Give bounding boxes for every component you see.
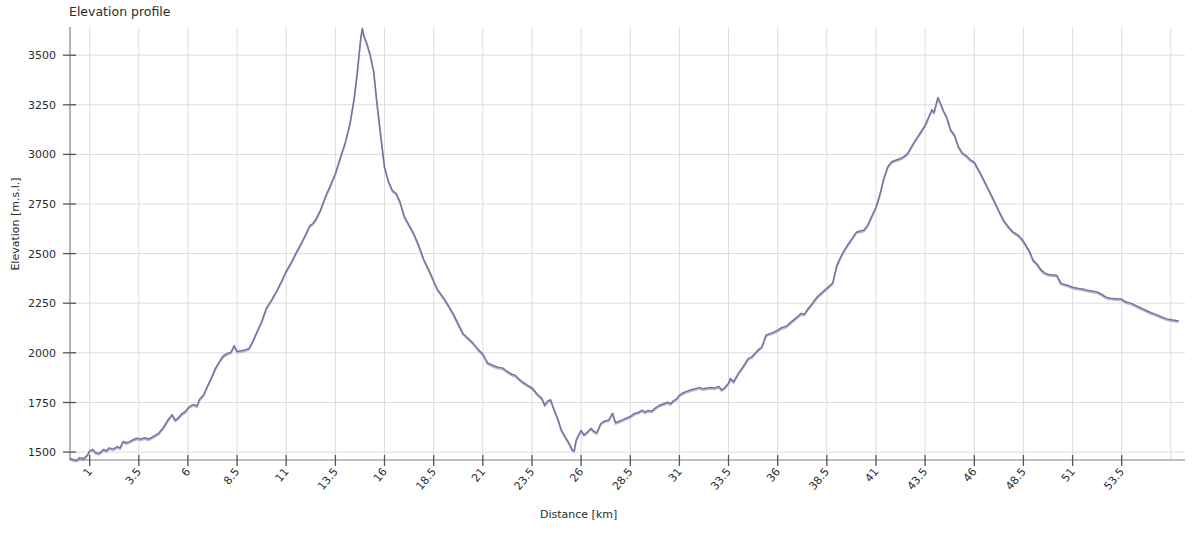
x-tick-label: 46: [961, 466, 980, 485]
x-tick-label: 1: [81, 466, 95, 480]
y-tick-label: 3000: [28, 148, 56, 161]
elevation-profile-chart: Elevation profile Elevation [m.s.l.] Dis…: [0, 0, 1200, 550]
y-tick-label: 2750: [28, 198, 56, 211]
y-tick-label: 1750: [28, 397, 56, 410]
elevation-chart-svg: 13.568.51113.51618.52123.52628.53133.536…: [0, 0, 1200, 550]
x-tick-label: 23.5: [512, 466, 538, 493]
x-tick-label: 48.5: [1003, 466, 1029, 493]
x-tick-label: 28.5: [610, 466, 636, 493]
elevation-line: [70, 28, 1179, 460]
y-tick-label: 1500: [28, 446, 56, 459]
y-tick-label: 2500: [28, 248, 56, 261]
y-tick-label: 2250: [28, 297, 56, 310]
elevation-line-highlight: [70, 30, 1179, 462]
x-tick-label: 31: [666, 466, 685, 485]
x-tick-label: 16: [371, 466, 390, 485]
y-tick-label: 3250: [28, 99, 56, 112]
x-tick-label: 3.5: [123, 466, 144, 488]
x-tick-label: 53.5: [1101, 466, 1127, 493]
x-tick-label: 8.5: [221, 466, 242, 488]
x-tick-label: 6: [179, 466, 193, 480]
x-tick-label: 33.5: [708, 466, 734, 493]
x-tick-label: 41: [862, 466, 881, 485]
x-tick-label: 26: [567, 466, 586, 485]
x-tick-label: 51: [1059, 466, 1078, 485]
x-tick-label: 38.5: [806, 466, 832, 493]
x-tick-label: 13.5: [315, 466, 341, 493]
x-tick-label: 11: [273, 466, 292, 485]
y-tick-label: 3500: [28, 49, 56, 62]
y-tick-label: 2000: [28, 347, 56, 360]
x-tick-label: 43.5: [905, 466, 931, 493]
x-tick-label: 18.5: [413, 466, 439, 493]
x-tick-label: 36: [764, 466, 783, 485]
x-tick-label: 21: [469, 466, 488, 485]
